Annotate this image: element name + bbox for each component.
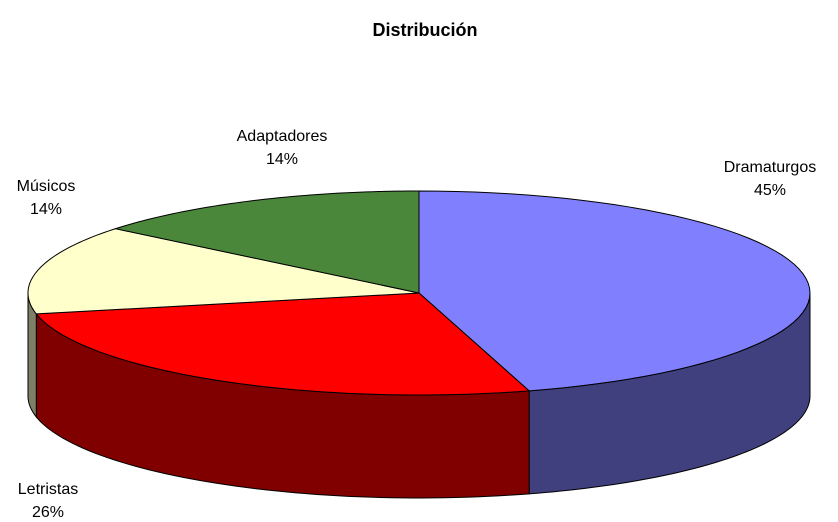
slice xyxy=(35,292,531,396)
slice-value-label: 14% xyxy=(30,201,62,218)
slice-label: Adaptadores xyxy=(237,128,328,145)
slice xyxy=(113,190,420,294)
slice-value-label: 26% xyxy=(32,504,64,521)
slice-label: Letristas xyxy=(18,481,78,498)
slice xyxy=(418,190,811,392)
slice xyxy=(27,228,420,315)
chart-title: Distribución xyxy=(372,20,477,40)
slice-label: Dramaturgos xyxy=(724,159,816,176)
slice-value-label: 14% xyxy=(266,151,298,168)
slice-label: Músicos xyxy=(17,178,76,195)
slice-value-label: 45% xyxy=(754,182,786,199)
